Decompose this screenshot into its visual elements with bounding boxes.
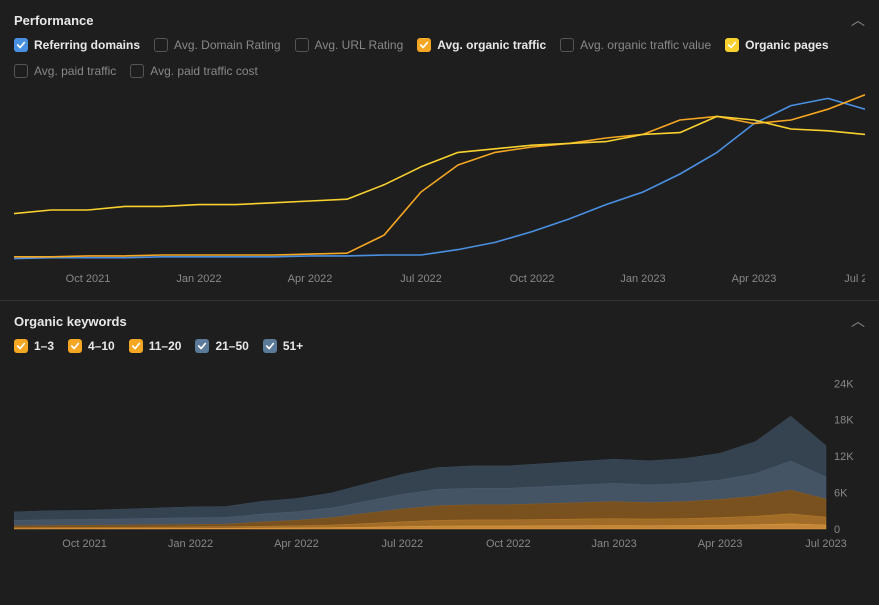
performance-chart-svg: Oct 2021 Jan 2022 Apr 2022 Jul 2022 Oct 2022… xyxy=(14,84,865,294)
svg-text:Jul 2022: Jul 2022 xyxy=(382,538,424,550)
checkbox-icon[interactable] xyxy=(130,64,144,78)
svg-text:Jul 2023: Jul 2023 xyxy=(844,273,865,285)
legend-item-avg-organic-traffic[interactable]: Avg. organic traffic xyxy=(417,38,546,52)
collapse-icon[interactable]: ︿ xyxy=(851,10,865,30)
organic-keywords-title: Organic keywords xyxy=(14,314,127,329)
legend-item-51-plus[interactable]: 51+ xyxy=(263,339,303,353)
legend-label: 1–3 xyxy=(34,339,54,353)
legend-item-11-20[interactable]: 11–20 xyxy=(129,339,182,353)
legend-item-1-3[interactable]: 1–3 xyxy=(14,339,54,353)
checkbox-icon[interactable] xyxy=(295,38,309,52)
legend-label: Avg. URL Rating xyxy=(315,38,404,52)
svg-text:Apr 2022: Apr 2022 xyxy=(274,538,319,550)
organic-keywords-chart: 0 6K 12K 18K 24K Oct 2021 Jan 2022 Apr 2022 Jul … xyxy=(14,359,865,559)
svg-text:Jul 2022: Jul 2022 xyxy=(400,273,442,285)
legend-label: Avg. paid traffic xyxy=(34,64,116,78)
legend-item-avg-domain-rating[interactable]: Avg. Domain Rating xyxy=(154,38,281,52)
svg-text:Oct 2022: Oct 2022 xyxy=(510,273,555,285)
checkbox-icon[interactable] xyxy=(195,339,209,353)
legend-label: Avg. organic traffic value xyxy=(580,38,711,52)
performance-legend: Referring domains Avg. Domain Rating Avg. … xyxy=(14,38,865,78)
svg-text:Oct 2021: Oct 2021 xyxy=(66,273,111,285)
checkbox-icon[interactable] xyxy=(154,38,168,52)
legend-item-21-50[interactable]: 21–50 xyxy=(195,339,248,353)
svg-text:18K: 18K xyxy=(834,415,854,427)
checkbox-icon[interactable] xyxy=(560,38,574,52)
svg-text:Jan 2023: Jan 2023 xyxy=(620,273,665,285)
svg-text:Apr 2022: Apr 2022 xyxy=(288,273,333,285)
svg-text:Oct 2021: Oct 2021 xyxy=(62,538,107,550)
organic-keywords-header: Organic keywords ︿ xyxy=(14,311,865,331)
svg-text:Jan 2023: Jan 2023 xyxy=(592,538,637,550)
svg-text:Jan 2022: Jan 2022 xyxy=(168,538,213,550)
legend-item-referring-domains[interactable]: Referring domains xyxy=(14,38,140,52)
checkbox-icon[interactable] xyxy=(263,339,277,353)
checkbox-icon[interactable] xyxy=(14,339,28,353)
svg-text:Apr 2023: Apr 2023 xyxy=(732,273,777,285)
collapse-icon[interactable]: ︿ xyxy=(851,311,865,331)
legend-label: 4–10 xyxy=(88,339,115,353)
legend-label: Avg. organic traffic xyxy=(437,38,546,52)
legend-label: 11–20 xyxy=(149,339,182,353)
performance-title: Performance xyxy=(14,13,93,28)
svg-text:0: 0 xyxy=(834,524,840,536)
legend-label: Avg. paid traffic cost xyxy=(150,64,258,78)
legend-label: Referring domains xyxy=(34,38,140,52)
checkbox-icon[interactable] xyxy=(14,38,28,52)
legend-label: 51+ xyxy=(283,339,303,353)
line-organic_pages xyxy=(14,116,865,213)
svg-text:Jul 2023: Jul 2023 xyxy=(805,538,847,550)
legend-item-avg-url-rating[interactable]: Avg. URL Rating xyxy=(295,38,404,52)
legend-label: Avg. Domain Rating xyxy=(174,38,281,52)
legend-item-4-10[interactable]: 4–10 xyxy=(68,339,115,353)
legend-item-organic-pages[interactable]: Organic pages xyxy=(725,38,828,52)
organic-keywords-chart-svg: 0 6K 12K 18K 24K Oct 2021 Jan 2022 Apr 2022 Jul … xyxy=(14,359,865,559)
checkbox-icon[interactable] xyxy=(14,64,28,78)
legend-item-avg-paid-traffic[interactable]: Avg. paid traffic xyxy=(14,64,116,78)
performance-chart: Oct 2021 Jan 2022 Apr 2022 Jul 2022 Oct 2022… xyxy=(14,84,865,294)
performance-header: Performance ︿ xyxy=(14,10,865,30)
svg-text:Apr 2023: Apr 2023 xyxy=(698,538,743,550)
svg-text:Jan 2022: Jan 2022 xyxy=(176,273,221,285)
svg-text:12K: 12K xyxy=(834,451,854,463)
checkbox-icon[interactable] xyxy=(68,339,82,353)
organic-keywords-panel: Organic keywords ︿ 1–34–1011–2021–5051+ … xyxy=(0,300,879,559)
svg-text:24K: 24K xyxy=(834,378,854,390)
legend-label: 21–50 xyxy=(215,339,248,353)
svg-text:6K: 6K xyxy=(834,488,848,500)
checkbox-icon[interactable] xyxy=(725,38,739,52)
organic-keywords-legend: 1–3 4–10 11–20 21–50 51+ xyxy=(14,339,865,353)
checkbox-icon[interactable] xyxy=(417,38,431,52)
performance-panel: Performance ︿ Referring domains Avg. Doma… xyxy=(0,0,879,294)
legend-label: Organic pages xyxy=(745,38,828,52)
legend-item-avg-organic-traffic-value[interactable]: Avg. organic traffic value xyxy=(560,38,711,52)
checkbox-icon[interactable] xyxy=(129,339,143,353)
svg-text:Oct 2022: Oct 2022 xyxy=(486,538,531,550)
legend-item-avg-paid-traffic-cost[interactable]: Avg. paid traffic cost xyxy=(130,64,258,78)
